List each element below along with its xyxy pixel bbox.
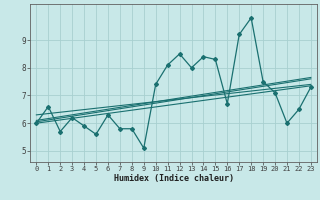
X-axis label: Humidex (Indice chaleur): Humidex (Indice chaleur) bbox=[114, 174, 234, 183]
